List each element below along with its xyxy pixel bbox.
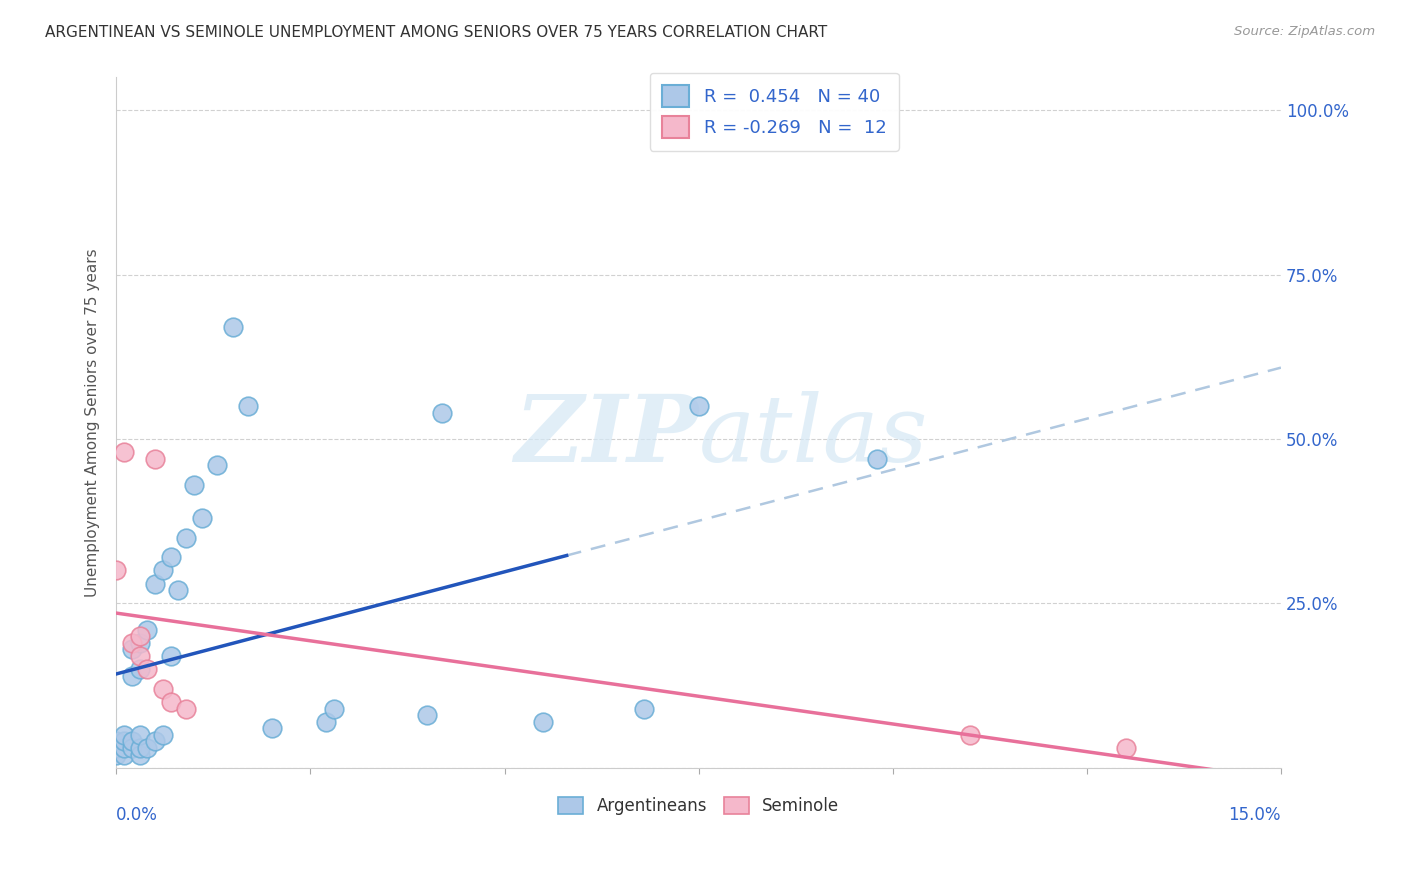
Point bbox=[112, 734, 135, 748]
Text: atlas: atlas bbox=[699, 392, 928, 482]
Point bbox=[152, 728, 174, 742]
Point bbox=[121, 734, 143, 748]
Point bbox=[105, 734, 128, 748]
Point bbox=[128, 747, 150, 762]
Point bbox=[128, 662, 150, 676]
Point bbox=[128, 636, 150, 650]
Point bbox=[112, 445, 135, 459]
Point bbox=[121, 668, 143, 682]
Point bbox=[136, 662, 159, 676]
Point bbox=[143, 734, 166, 748]
Point bbox=[432, 406, 454, 420]
Point bbox=[112, 728, 135, 742]
Point bbox=[174, 701, 197, 715]
Point bbox=[959, 728, 981, 742]
Point bbox=[222, 320, 245, 334]
Point bbox=[531, 714, 554, 729]
Point bbox=[866, 451, 889, 466]
Point bbox=[136, 741, 159, 756]
Point bbox=[260, 721, 283, 735]
Point bbox=[128, 629, 150, 643]
Point bbox=[688, 399, 710, 413]
Point bbox=[112, 747, 135, 762]
Text: Source: ZipAtlas.com: Source: ZipAtlas.com bbox=[1234, 25, 1375, 38]
Point bbox=[143, 576, 166, 591]
Point bbox=[167, 583, 190, 598]
Text: 15.0%: 15.0% bbox=[1229, 805, 1281, 823]
Point bbox=[322, 701, 344, 715]
Point bbox=[238, 399, 260, 413]
Legend: Argentineans, Seminole: Argentineans, Seminole bbox=[551, 790, 846, 822]
Point bbox=[121, 636, 143, 650]
Point bbox=[315, 714, 337, 729]
Point bbox=[121, 741, 143, 756]
Text: ZIP: ZIP bbox=[515, 392, 699, 482]
Point bbox=[128, 741, 150, 756]
Point bbox=[105, 747, 128, 762]
Point bbox=[1115, 741, 1137, 756]
Point bbox=[128, 648, 150, 663]
Point bbox=[633, 701, 655, 715]
Point bbox=[205, 458, 228, 473]
Y-axis label: Unemployment Among Seniors over 75 years: Unemployment Among Seniors over 75 years bbox=[86, 248, 100, 597]
Point bbox=[159, 550, 181, 565]
Point bbox=[159, 695, 181, 709]
Point bbox=[152, 681, 174, 696]
Point bbox=[143, 451, 166, 466]
Point bbox=[128, 728, 150, 742]
Text: ARGENTINEAN VS SEMINOLE UNEMPLOYMENT AMONG SENIORS OVER 75 YEARS CORRELATION CHA: ARGENTINEAN VS SEMINOLE UNEMPLOYMENT AMO… bbox=[45, 25, 827, 40]
Point bbox=[159, 648, 181, 663]
Point bbox=[152, 564, 174, 578]
Point bbox=[121, 642, 143, 657]
Point bbox=[174, 531, 197, 545]
Point bbox=[112, 741, 135, 756]
Point bbox=[105, 564, 128, 578]
Point bbox=[183, 478, 205, 492]
Point bbox=[416, 708, 439, 723]
Point bbox=[190, 511, 212, 525]
Text: 0.0%: 0.0% bbox=[117, 805, 157, 823]
Point bbox=[105, 741, 128, 756]
Point bbox=[136, 623, 159, 637]
